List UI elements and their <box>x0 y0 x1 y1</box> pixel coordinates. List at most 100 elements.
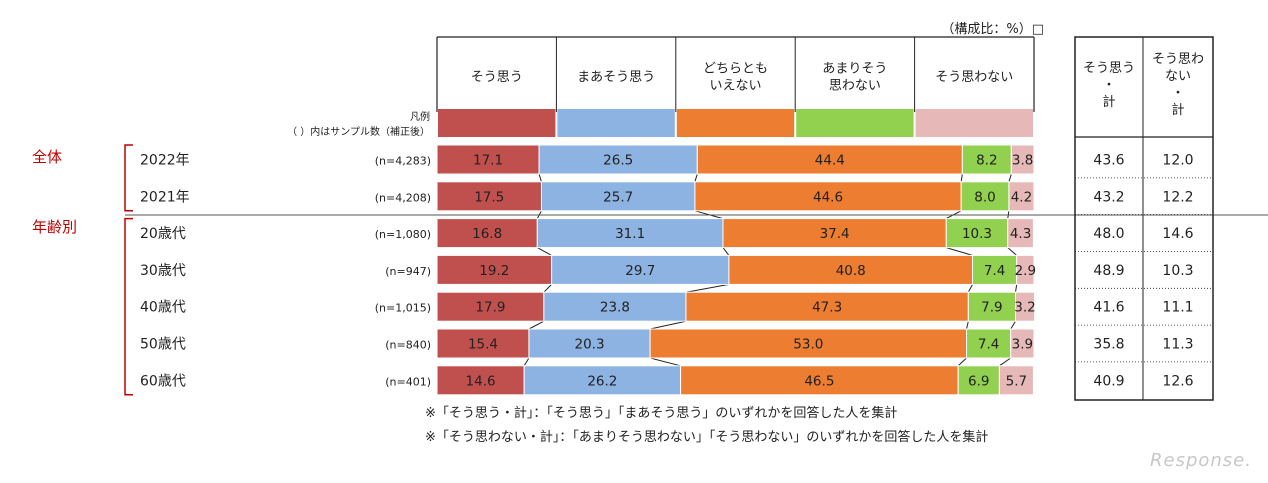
summary-disagree-value: 14.6 <box>1162 226 1193 242</box>
summary-header-text: ・ <box>1102 78 1115 93</box>
bar-segment <box>696 144 963 175</box>
row-sample-size: (n=1,015) <box>375 302 431 315</box>
bar-value-label: 16.8 <box>472 226 502 242</box>
group-bracket <box>124 144 133 212</box>
connector-line <box>543 284 552 293</box>
bar-value-label: 29.7 <box>625 263 655 279</box>
row-label: 2022年 <box>140 153 190 169</box>
summary-disagree-value: 12.2 <box>1162 189 1193 205</box>
connector-line <box>966 321 969 330</box>
bar-value-label: 19.2 <box>479 263 509 279</box>
connector-line <box>650 320 687 330</box>
connector-line <box>960 173 963 182</box>
group-label: 全体 <box>32 148 62 166</box>
bar-value-label: 31.1 <box>615 226 645 242</box>
summary-header-text: 計 <box>1171 102 1184 118</box>
bar-value-label: 7.9 <box>981 300 1002 316</box>
legend-sample-note: （ ）内はサンプル数（補正後） <box>287 125 430 138</box>
bar-segment <box>945 218 1009 249</box>
summary-disagree-value: 11.3 <box>1162 337 1193 353</box>
bar-value-label: 20.3 <box>575 337 605 353</box>
summary-agree-value: 43.6 <box>1093 153 1124 169</box>
bar-segment <box>1010 328 1035 359</box>
connector-line <box>538 173 542 182</box>
group-bracket <box>124 217 133 396</box>
bar-segment <box>436 365 525 396</box>
bar-value-label: 53.0 <box>793 337 823 353</box>
bar-segment <box>1014 291 1036 322</box>
bar-segment <box>540 181 696 212</box>
bar-value-label: 47.3 <box>812 300 842 316</box>
bar-segment <box>957 365 1000 396</box>
bar-value-label: 25.7 <box>603 189 633 205</box>
connector-line <box>528 320 545 330</box>
bar-value-label: 8.0 <box>974 189 995 205</box>
summary-header-text: ない <box>1165 69 1191 84</box>
bar-value-label: 7.4 <box>984 263 1005 279</box>
summary-table-border <box>1074 36 1214 401</box>
legend-header-text: 思わない <box>829 79 881 94</box>
bar-value-label: 40.8 <box>836 263 866 279</box>
bar-segment <box>998 365 1034 396</box>
summary-agree-value: 48.0 <box>1093 226 1124 242</box>
bar-value-label: 44.4 <box>815 153 845 169</box>
bar-value-label: 23.8 <box>600 300 630 316</box>
bar-segment <box>680 365 959 396</box>
row-label: 30歳代 <box>140 263 186 279</box>
bar-segment <box>1008 181 1035 212</box>
row-sample-size: (n=401) <box>385 375 431 388</box>
row-sample-size: (n=947) <box>385 265 431 278</box>
row-label: 20歳代 <box>140 226 186 242</box>
connector-line <box>650 357 681 367</box>
bar-segment <box>523 365 682 396</box>
bar-value-label: 46.5 <box>804 373 834 389</box>
row-label: 40歳代 <box>140 300 186 316</box>
bar-segment <box>649 328 968 359</box>
group-label: 年齢別 <box>32 218 77 236</box>
connector-line <box>946 247 973 256</box>
summary-disagree-value: 12.6 <box>1162 373 1193 389</box>
bar-value-label: 8.2 <box>976 153 997 169</box>
bar-segment <box>1007 218 1034 249</box>
row-sample-size: (n=4,208) <box>375 191 431 204</box>
connector-line <box>722 247 730 256</box>
bar-value-label: 17.5 <box>474 189 504 205</box>
legend-header-text: そう思う <box>471 70 523 85</box>
connector-line <box>685 283 730 293</box>
bar-value-label: 7.4 <box>978 337 999 353</box>
legend-header-text: まあそう思う <box>577 70 655 85</box>
connector-line <box>957 357 967 367</box>
bar-value-label: 4.2 <box>1011 189 1032 205</box>
bar-segment <box>436 218 538 249</box>
bar-segment <box>543 291 687 322</box>
summary-disagree-value: 11.1 <box>1162 300 1193 316</box>
summary-table: そう思う・計 そう思わない・計 43.6 12.0 43.2 12.2 48.0 14.6 48… <box>1074 36 1214 401</box>
bar-segment <box>972 254 1018 285</box>
connector-line <box>1010 320 1016 330</box>
legend-swatch <box>676 109 795 137</box>
footnote-agree: ※「そう思う・計」：「そう思う」「まあそう思う」のいずれかを回答した人を集計 <box>425 405 897 421</box>
bar-segment <box>528 328 651 359</box>
summary-disagree-value: 12.0 <box>1162 153 1193 169</box>
legend-swatch <box>438 109 556 137</box>
bar-segment <box>436 181 542 212</box>
summary-disagree-value: 10.3 <box>1162 263 1193 279</box>
row-sample-size: (n=840) <box>385 339 431 352</box>
connector-line <box>694 173 698 182</box>
bar-segment <box>436 291 545 322</box>
legend-swatch <box>557 109 675 137</box>
legend-swatch <box>915 109 1033 137</box>
bar-value-label: 3.8 <box>1012 153 1033 169</box>
bar-value-label: 37.4 <box>820 226 850 242</box>
connector-line <box>967 284 973 293</box>
connector-line <box>1008 173 1012 182</box>
bar-segment <box>436 328 530 359</box>
row-label: 50歳代 <box>140 337 186 353</box>
unit-note: （構成比：%）□ <box>941 22 1044 37</box>
bar-value-label: 3.9 <box>1012 337 1033 353</box>
bar-rows: 17.1 26.5 44.4 8.2 3.8 17.5 25.7 44.6 8.0 4.2 16.8… <box>436 144 1036 396</box>
summary-agree-value: 40.9 <box>1093 373 1124 389</box>
summary-header-text: そう思う <box>1083 61 1135 76</box>
